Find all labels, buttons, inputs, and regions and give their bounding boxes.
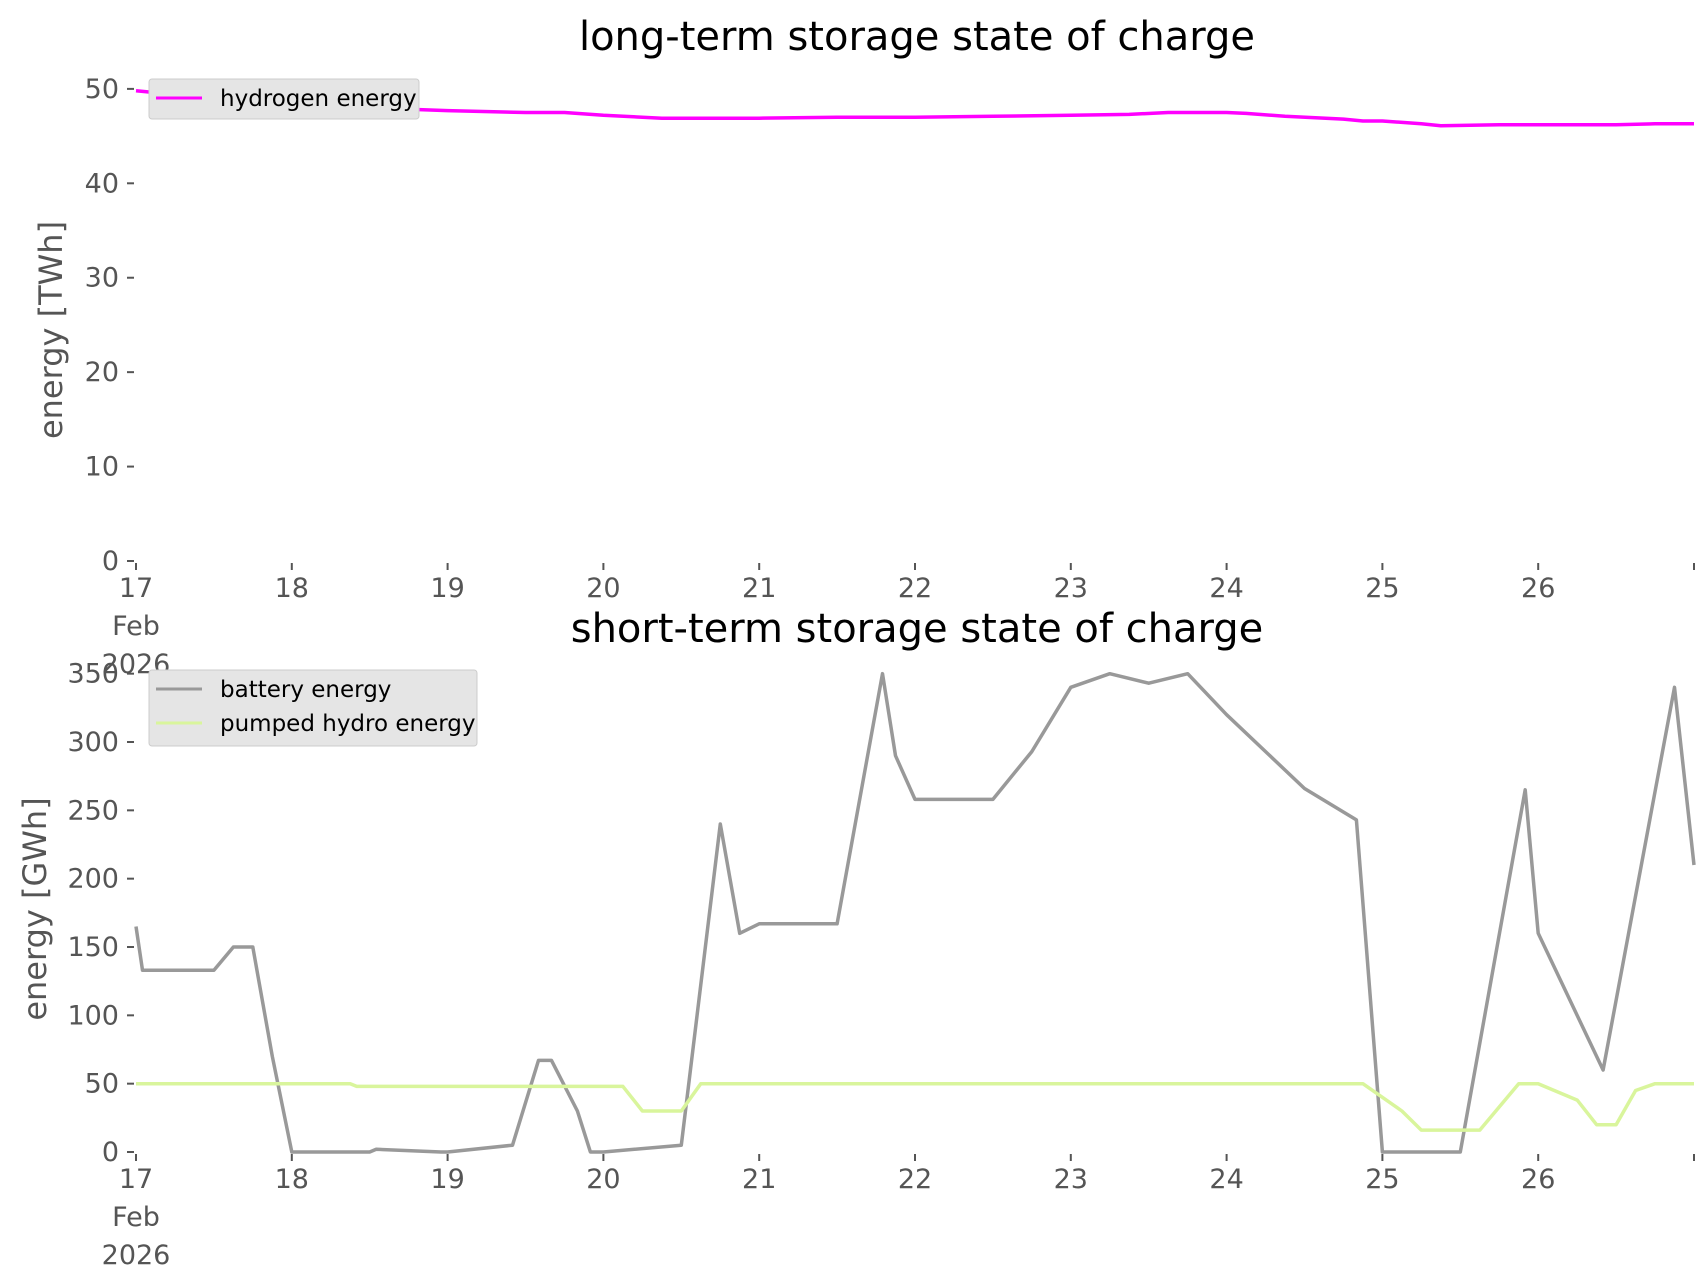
plot-area [135, 89, 1694, 128]
y-tick-label: 250 [67, 795, 119, 826]
legend: hydrogen energy [148, 78, 420, 120]
x-tick-label: 22 [898, 1164, 932, 1195]
series-line-hydrogen-energy [135, 89, 1694, 128]
x-tick-label: 18 [275, 1164, 309, 1195]
x-tick-label-month: Feb [112, 1202, 160, 1233]
y-tick-label: 350 [67, 659, 119, 690]
long-term-storage-panel: long-term storage state of charge energy… [32, 14, 1695, 680]
x-tick-label: 26 [1521, 573, 1555, 604]
y-axis: 0 10 20 30 40 50 [85, 74, 134, 577]
x-axis: 17 Feb 2026 18 19 20 21 22 23 24 25 26 [102, 1154, 1695, 1271]
legend-label: battery energy [220, 677, 391, 703]
y-tick-label: 0 [102, 1137, 119, 1168]
y-axis: 0 50 100 150 200 250 300 350 [67, 659, 134, 1168]
series-line-battery-energy [134, 671, 1696, 1154]
x-tick-label: 19 [430, 573, 464, 604]
x-tick-label-month: Feb [112, 611, 160, 642]
legend: battery energy pumped hydro energy [148, 669, 478, 747]
legend-label: hydrogen energy [220, 86, 417, 112]
y-tick-label: 10 [85, 452, 119, 483]
plot-area [134, 671, 1696, 1154]
x-tick-label: 24 [1209, 573, 1243, 604]
x-tick-label: 25 [1365, 573, 1399, 604]
y-tick-label: 100 [67, 1000, 119, 1031]
x-tick-label: 23 [1054, 573, 1088, 604]
y-axis-label: energy [TWh] [32, 221, 70, 439]
x-tick-label: 22 [898, 573, 932, 604]
chart-title: short-term storage state of charge [571, 606, 1264, 652]
x-tick-label: 23 [1054, 1164, 1088, 1195]
y-tick-label: 300 [67, 727, 119, 758]
x-tick-label: 24 [1209, 1164, 1243, 1195]
chart-title: long-term storage state of charge [579, 14, 1255, 60]
short-term-storage-panel: short-term storage state of charge energ… [16, 606, 1696, 1271]
x-tick-label: 21 [742, 1164, 776, 1195]
legend-box [148, 78, 420, 120]
y-tick-label: 200 [67, 864, 119, 895]
y-tick-label: 150 [67, 932, 119, 963]
x-tick-label: 20 [586, 573, 620, 604]
legend-label: pumped hydro energy [220, 711, 476, 737]
y-tick-label: 20 [85, 357, 119, 388]
x-tick-label: 17 [119, 1164, 153, 1195]
x-tick-label: 19 [430, 1164, 464, 1195]
x-tick-label-year: 2026 [102, 1240, 171, 1271]
x-tick-label: 25 [1365, 1164, 1399, 1195]
y-tick-label: 0 [102, 546, 119, 577]
series-line-pumped-hydro-energy [136, 1081, 1694, 1132]
x-tick-label: 26 [1521, 1164, 1555, 1195]
y-tick-label: 30 [85, 263, 119, 294]
x-tick-label: 20 [586, 1164, 620, 1195]
y-tick-label: 50 [85, 1069, 119, 1100]
legend-box [148, 669, 478, 747]
y-tick-label: 50 [85, 74, 119, 105]
y-axis-label: energy [GWh] [16, 797, 54, 1020]
x-tick-label: 21 [742, 573, 776, 604]
x-tick-label: 18 [275, 573, 309, 604]
y-tick-label: 40 [85, 168, 119, 199]
x-tick-label: 17 [119, 573, 153, 604]
